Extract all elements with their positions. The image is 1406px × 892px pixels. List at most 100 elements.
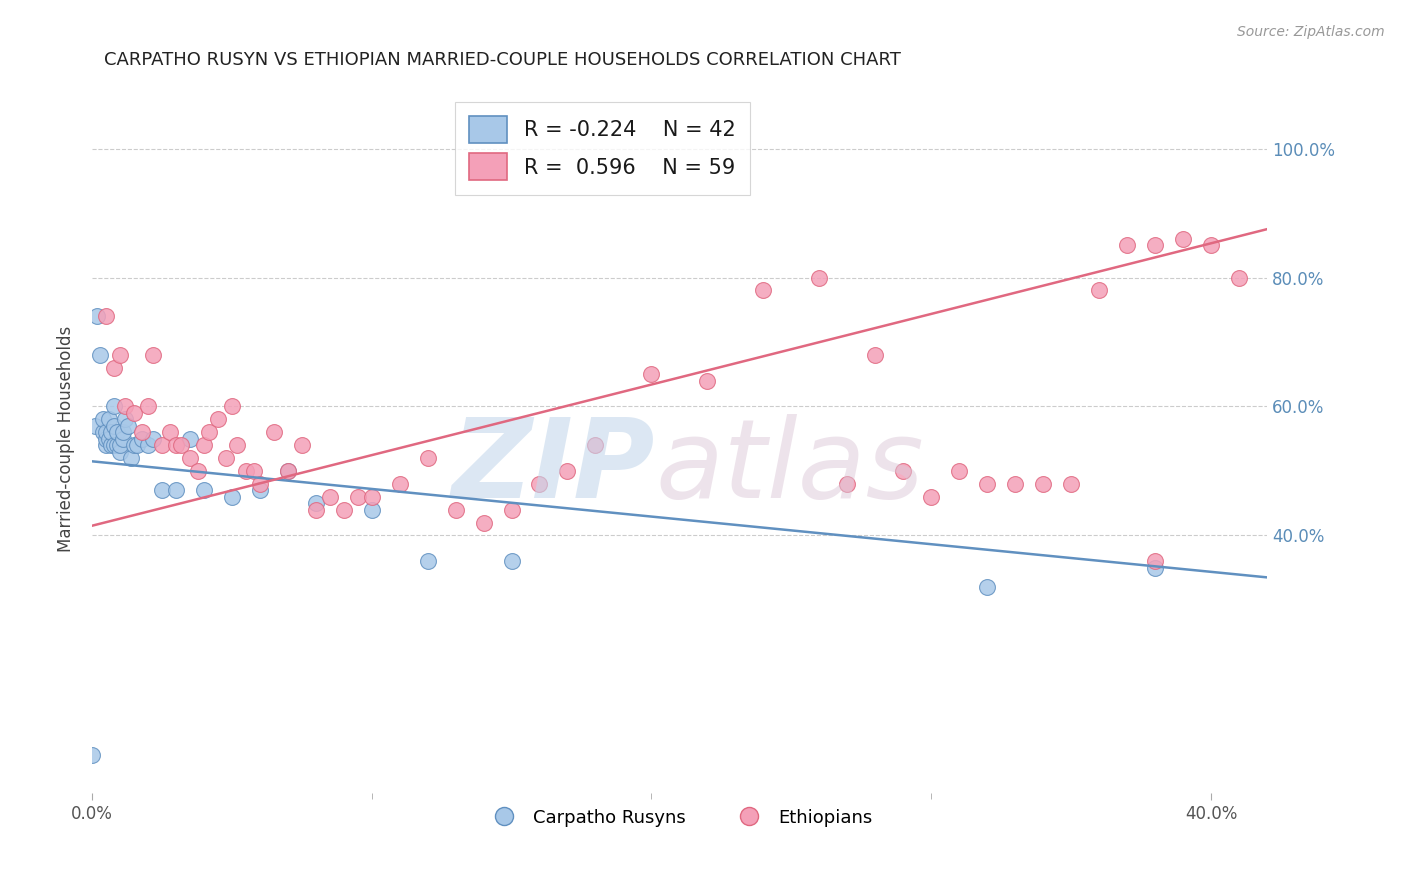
Point <box>131 432 153 446</box>
Point <box>221 400 243 414</box>
Point <box>165 438 187 452</box>
Point <box>122 406 145 420</box>
Point <box>150 438 173 452</box>
Point <box>1032 476 1054 491</box>
Point <box>179 451 201 466</box>
Point <box>103 360 125 375</box>
Point <box>142 348 165 362</box>
Point <box>221 490 243 504</box>
Point <box>131 425 153 440</box>
Point <box>920 490 942 504</box>
Point <box>976 580 998 594</box>
Point <box>388 476 411 491</box>
Legend: Carpatho Rusyns, Ethiopians: Carpatho Rusyns, Ethiopians <box>479 802 880 834</box>
Point <box>1143 238 1166 252</box>
Point <box>193 438 215 452</box>
Point <box>501 554 523 568</box>
Point <box>360 502 382 516</box>
Point <box>80 747 103 762</box>
Point <box>100 425 122 440</box>
Point <box>249 476 271 491</box>
Point <box>105 425 128 440</box>
Point <box>136 438 159 452</box>
Point <box>86 310 108 324</box>
Point <box>1171 232 1194 246</box>
Point <box>207 412 229 426</box>
Point <box>91 425 114 440</box>
Y-axis label: Married-couple Households: Married-couple Households <box>58 326 75 552</box>
Point <box>114 412 136 426</box>
Point <box>1088 284 1111 298</box>
Text: ZIP: ZIP <box>453 414 655 521</box>
Point <box>215 451 238 466</box>
Point <box>318 490 340 504</box>
Point <box>976 476 998 491</box>
Point <box>142 432 165 446</box>
Point <box>472 516 495 530</box>
Point <box>150 483 173 498</box>
Point <box>416 554 439 568</box>
Point <box>94 310 117 324</box>
Point <box>136 400 159 414</box>
Point <box>444 502 467 516</box>
Point <box>226 438 249 452</box>
Point <box>332 502 354 516</box>
Point <box>97 412 120 426</box>
Point <box>305 496 328 510</box>
Point <box>529 476 551 491</box>
Point <box>111 425 134 440</box>
Point <box>1004 476 1026 491</box>
Point <box>696 374 718 388</box>
Point <box>752 284 775 298</box>
Point <box>1143 554 1166 568</box>
Point <box>948 464 970 478</box>
Point <box>103 438 125 452</box>
Point <box>114 400 136 414</box>
Point <box>1116 238 1139 252</box>
Point <box>346 490 368 504</box>
Point <box>837 476 859 491</box>
Point <box>83 418 105 433</box>
Point <box>808 270 831 285</box>
Point <box>103 400 125 414</box>
Point <box>111 432 134 446</box>
Point <box>193 483 215 498</box>
Point <box>583 438 606 452</box>
Point <box>125 438 148 452</box>
Point <box>277 464 299 478</box>
Point <box>94 432 117 446</box>
Point <box>108 348 131 362</box>
Point <box>91 412 114 426</box>
Point <box>94 438 117 452</box>
Point <box>1227 270 1250 285</box>
Point <box>305 502 328 516</box>
Point <box>249 483 271 498</box>
Text: Source: ZipAtlas.com: Source: ZipAtlas.com <box>1237 25 1385 39</box>
Point <box>103 418 125 433</box>
Point <box>187 464 209 478</box>
Point <box>243 464 266 478</box>
Point <box>1143 560 1166 574</box>
Point <box>557 464 579 478</box>
Point <box>120 451 142 466</box>
Point <box>179 432 201 446</box>
Point <box>640 368 662 382</box>
Point <box>122 438 145 452</box>
Point <box>165 483 187 498</box>
Point <box>360 490 382 504</box>
Point <box>100 438 122 452</box>
Point <box>263 425 285 440</box>
Point <box>501 502 523 516</box>
Point <box>94 425 117 440</box>
Text: atlas: atlas <box>655 414 925 521</box>
Point <box>863 348 886 362</box>
Point <box>170 438 193 452</box>
Point <box>277 464 299 478</box>
Point <box>416 451 439 466</box>
Point <box>291 438 314 452</box>
Point <box>89 348 111 362</box>
Point <box>108 444 131 458</box>
Text: CARPATHO RUSYN VS ETHIOPIAN MARRIED-COUPLE HOUSEHOLDS CORRELATION CHART: CARPATHO RUSYN VS ETHIOPIAN MARRIED-COUP… <box>104 51 900 69</box>
Point <box>108 438 131 452</box>
Point <box>117 418 139 433</box>
